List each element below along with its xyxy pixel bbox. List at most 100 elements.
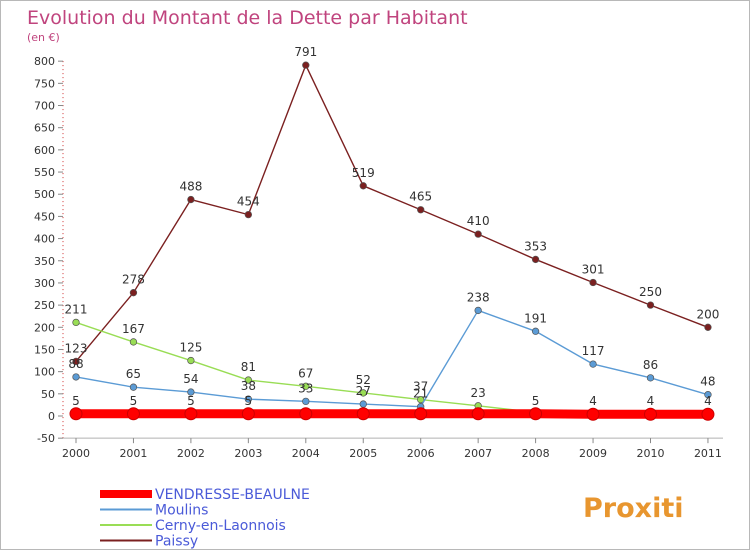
data-point xyxy=(701,407,715,421)
data-point xyxy=(72,373,80,381)
y-tick-label: 700 xyxy=(34,100,55,113)
data-label: 5 xyxy=(130,394,138,408)
series-paissy: 123 278 488 454 791 519 465 410 353 301 250 200 xyxy=(65,45,719,366)
legend-entry: Cerny-en-Laonnois xyxy=(155,518,286,534)
data-label: 21 xyxy=(413,387,428,401)
x-tick-label: 2002 xyxy=(177,447,205,460)
legend-entry: Paissy xyxy=(155,534,198,550)
data-label: 5 xyxy=(532,394,540,408)
data-label: 65 xyxy=(126,367,141,381)
data-label: 278 xyxy=(122,273,145,287)
series-line xyxy=(75,309,709,408)
data-label: 250 xyxy=(639,285,662,299)
data-label: 301 xyxy=(582,262,605,276)
legend-entry: VENDRESSE-BEAULNE xyxy=(155,487,310,503)
chart-title: Evolution du Montant de la Dette par Hab… xyxy=(27,7,468,29)
y-tick-label: 350 xyxy=(34,255,55,268)
data-point xyxy=(299,407,313,421)
data-point xyxy=(586,407,600,421)
data-point xyxy=(129,289,138,297)
data-point xyxy=(531,327,540,335)
y-tick-label: 250 xyxy=(34,299,55,312)
y-tick-label: -50 xyxy=(37,432,55,445)
y-tick-label: 0 xyxy=(48,410,55,423)
data-point xyxy=(69,407,83,421)
data-label: 200 xyxy=(696,307,719,321)
data-point xyxy=(356,407,370,421)
data-point xyxy=(187,356,195,365)
data-point xyxy=(72,357,80,366)
y-tick-label: 150 xyxy=(34,343,55,356)
series-line xyxy=(75,321,709,414)
data-point xyxy=(241,407,255,421)
data-point xyxy=(187,195,195,204)
legend: VENDRESSE-BEAULNEMoulinsCerny-en-Laonnoi… xyxy=(100,487,310,549)
y-tick-label: 50 xyxy=(41,388,55,401)
data-point xyxy=(474,230,482,238)
x-tick-label: 2000 xyxy=(62,447,90,460)
data-point xyxy=(244,210,253,219)
x-tick-label: 2003 xyxy=(234,447,262,460)
legend-entry: Moulins xyxy=(155,503,208,519)
y-tick-label: 650 xyxy=(34,122,55,135)
data-point xyxy=(129,338,138,346)
proxiti-logo-text: Proxiti xyxy=(583,493,684,524)
data-label: 123 xyxy=(65,341,88,355)
data-point xyxy=(417,395,425,404)
x-tick-label: 2009 xyxy=(579,447,607,460)
data-point xyxy=(126,407,140,421)
data-label: 353 xyxy=(524,239,547,253)
data-label: 4 xyxy=(647,394,655,408)
data-label: 167 xyxy=(122,322,145,336)
data-label: 791 xyxy=(294,45,317,59)
data-label: 519 xyxy=(352,166,375,180)
data-point xyxy=(359,389,367,397)
data-point xyxy=(184,407,198,421)
data-label: 117 xyxy=(582,344,605,358)
y-tick-label: 450 xyxy=(34,210,55,223)
data-label: 125 xyxy=(179,341,202,355)
y-tick-label: 750 xyxy=(34,77,55,90)
data-label: 5 xyxy=(187,394,195,408)
y-tick-label: 550 xyxy=(34,166,55,179)
proxiti-logo: Proxiti xyxy=(583,493,684,524)
axes: -50 0 50 100 150 200 250 300 350 400 450 500 550 600 6… xyxy=(34,55,723,460)
data-label: 54 xyxy=(183,372,198,386)
data-point xyxy=(474,306,482,315)
x-tick-label: 2010 xyxy=(637,447,665,460)
data-point xyxy=(589,278,597,287)
data-label: 410 xyxy=(467,214,490,228)
data-label: 37 xyxy=(413,380,428,394)
x-tick-label: 2011 xyxy=(694,447,722,460)
series-vendresse-beaulne: 5 5 5 5 5 4 4 4 xyxy=(69,394,715,421)
data-point xyxy=(646,374,655,382)
data-point xyxy=(302,61,310,69)
data-point xyxy=(417,206,425,214)
data-label: 33 xyxy=(298,381,313,395)
x-tick-label: 2004 xyxy=(292,447,320,460)
data-label: 81 xyxy=(241,360,256,374)
data-point xyxy=(187,388,195,396)
data-label: 27 xyxy=(356,384,371,398)
series-cerny-en-laonnois: 211 167 125 81 67 52 37 23 xyxy=(65,302,712,417)
data-label: 5 xyxy=(245,394,253,408)
data-point xyxy=(72,318,80,327)
y-tick-label: 300 xyxy=(34,277,55,290)
y-tick-label: 100 xyxy=(34,366,55,379)
data-point xyxy=(471,407,485,421)
data-point xyxy=(646,301,655,309)
series-line xyxy=(75,64,709,363)
data-label: 211 xyxy=(65,302,88,316)
y-tick-label: 500 xyxy=(34,188,55,201)
x-tick-label: 2001 xyxy=(119,447,147,460)
data-point xyxy=(244,395,253,403)
data-point xyxy=(244,376,253,384)
data-point xyxy=(529,407,543,421)
data-label: 191 xyxy=(524,311,547,325)
data-label: 86 xyxy=(643,358,658,372)
data-label: 4 xyxy=(704,394,712,408)
x-tick-label: 2008 xyxy=(522,447,550,460)
